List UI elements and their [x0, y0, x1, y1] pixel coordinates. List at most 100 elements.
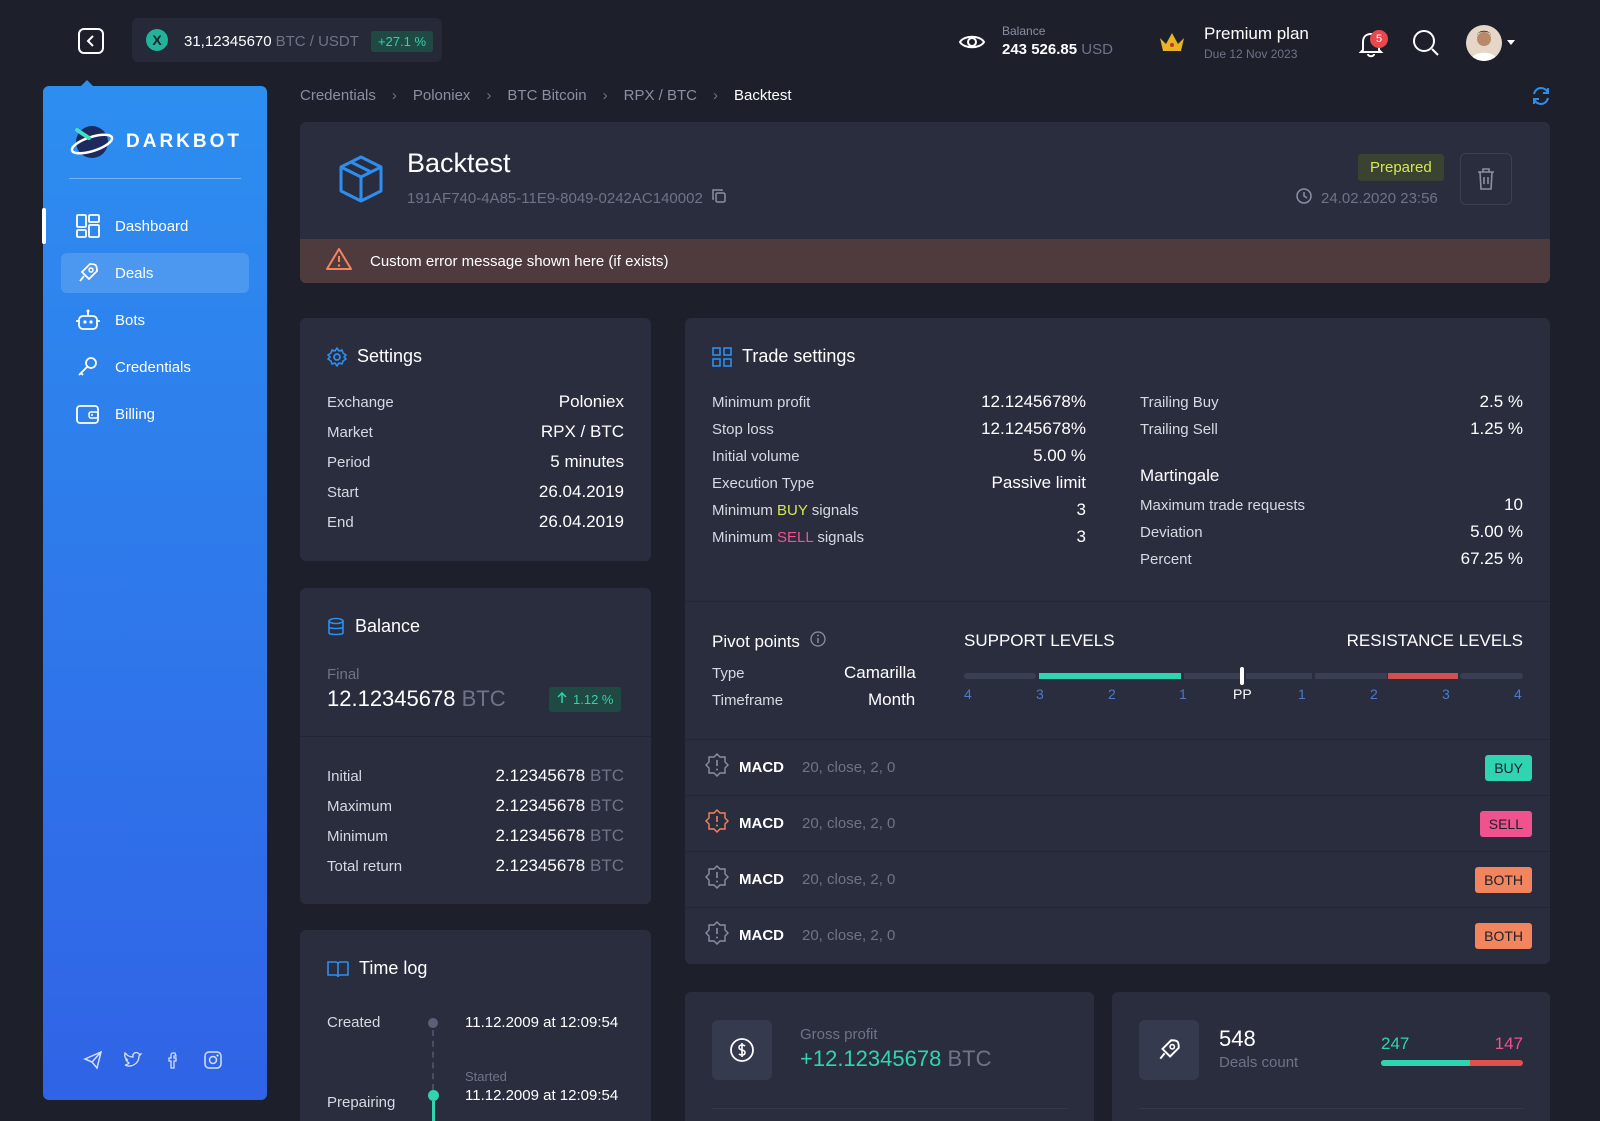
- breadcrumb-item[interactable]: Credentials: [300, 87, 376, 104]
- trade-row: Execution Type Passive limit: [712, 473, 1086, 493]
- trade-row: Minimum profit 12.1245678%: [712, 392, 1086, 412]
- signal-tag[interactable]: BOTH: [1475, 922, 1532, 949]
- trade-value: 5.00 %: [1470, 522, 1523, 541]
- trade-row: Stop loss 12.1245678%: [712, 419, 1086, 439]
- balance-title: Balance: [355, 616, 421, 636]
- divider: [685, 601, 1550, 602]
- level-label: 1: [1298, 686, 1306, 702]
- instagram-icon[interactable]: [203, 1050, 223, 1075]
- resistance-bar-1: [1246, 673, 1312, 679]
- signal-row[interactable]: MACD 20, close, 2, 0 BOTH: [685, 907, 1550, 963]
- signal-row[interactable]: MACD 20, close, 2, 0 SELL: [685, 795, 1550, 851]
- crown-icon: [1158, 30, 1186, 59]
- signal-tag[interactable]: BUY: [1485, 754, 1532, 781]
- trade-value: 5.00 %: [1033, 446, 1086, 465]
- warning-icon: [326, 247, 352, 275]
- gross-profit-card: Gross profit +12.12345678 BTC: [685, 992, 1094, 1121]
- timeline-line-active: [432, 1101, 435, 1121]
- collapse-sidebar-button[interactable]: [78, 28, 104, 54]
- created-value: 11.12.2009 at 12:09:54: [465, 1014, 619, 1031]
- balance-unit: BTC: [590, 826, 624, 845]
- ticker-pair: BTC / USDT: [275, 33, 359, 50]
- trade-label: Minimum: [712, 528, 778, 546]
- deals-count: 548: [1219, 1026, 1256, 1051]
- balance-row: Minimum 2.12345678 BTC: [327, 826, 624, 846]
- trade-row: Trailing Sell 1.25 %: [1140, 419, 1523, 439]
- sidebar-item-credentials[interactable]: Credentials: [61, 347, 249, 387]
- trade-value: 3: [1076, 527, 1086, 546]
- breadcrumb-current: Backtest: [733, 87, 792, 104]
- sidebar: DARKBOT Dashboard Deals Bots Credentials…: [42, 86, 267, 1100]
- trade-row: Initial volume 5.00 %: [712, 446, 1086, 466]
- signal-row[interactable]: MACD 20, close, 2, 0 BUY: [685, 739, 1550, 795]
- avatar[interactable]: [1466, 25, 1502, 61]
- notification-count: 5: [1370, 30, 1388, 48]
- started-value: 11.12.2009 at 12:09:54: [465, 1087, 619, 1104]
- trade-label: Trailing Buy: [1140, 393, 1219, 411]
- settings-title: Settings: [357, 346, 423, 366]
- wallet-icon: [75, 401, 101, 427]
- divider: [712, 1108, 1067, 1109]
- settings-row: End 26.04.2019: [327, 512, 624, 532]
- signal-params: 20, close, 2, 0: [802, 871, 896, 888]
- breadcrumb-item[interactable]: Poloniex: [412, 87, 471, 104]
- settings-label: Period: [327, 453, 371, 471]
- signal-name: MACD: [739, 927, 784, 944]
- sidebar-item-billing[interactable]: Billing: [61, 394, 249, 434]
- balance-label: Maximum: [327, 797, 393, 815]
- signal-row[interactable]: MACD 20, close, 2, 0 BOTH: [685, 851, 1550, 907]
- balance-card: Balance Final 12.12345678 BTC 1.12 % Ini…: [300, 588, 651, 904]
- settings-value: 26.04.2019: [538, 512, 624, 531]
- eye-icon[interactable]: [958, 30, 986, 59]
- settings-row: Exchange Poloniex: [327, 392, 624, 412]
- deals-ratio-win: [1381, 1060, 1471, 1066]
- trade-label: Initial volume: [712, 447, 800, 465]
- timelog-card: Time log Created 11.12.2009 at 12:09:54 …: [300, 930, 651, 1121]
- trade-value: 1.25 %: [1470, 419, 1523, 438]
- dashboard-icon: [75, 213, 101, 239]
- settings-label: Start: [327, 483, 359, 501]
- level-label: 2: [1370, 686, 1378, 702]
- trade-row: Minimum SELL signals 3: [712, 527, 1086, 547]
- facebook-icon[interactable]: [163, 1050, 183, 1075]
- sidebar-item-deals[interactable]: Deals: [61, 253, 249, 293]
- backtest-date: 24.02.2020 23:56: [1321, 189, 1438, 207]
- trade-label: Execution Type: [712, 474, 815, 492]
- ticker-widget[interactable]: X 31,12345670 BTC / USDT +27.1 %: [132, 18, 442, 62]
- sidebar-item-bots[interactable]: Bots: [61, 300, 249, 340]
- signal-tag[interactable]: BOTH: [1475, 866, 1532, 893]
- gross-label: Gross profit: [800, 1026, 878, 1043]
- delete-button[interactable]: [1460, 153, 1512, 205]
- signal-tag[interactable]: SELL: [1479, 810, 1532, 837]
- pivot-tf-label: Timeframe: [712, 692, 784, 709]
- signal-params: 20, close, 2, 0: [802, 815, 896, 832]
- backtest-header-card: Backtest 191AF740-4A85-11E9-8049-0242AC1…: [300, 122, 1550, 283]
- deals-loss: 147: [1494, 1034, 1523, 1053]
- gear-icon: [327, 346, 347, 367]
- sidebar-item-dashboard[interactable]: Dashboard: [61, 206, 249, 246]
- sell-keyword: SELL: [777, 528, 814, 546]
- copy-icon[interactable]: [711, 188, 727, 208]
- telegram-icon[interactable]: [83, 1050, 103, 1075]
- trade-label: signals: [813, 528, 865, 546]
- signal-name: MACD: [739, 815, 784, 832]
- search-icon[interactable]: [1411, 28, 1441, 63]
- trade-label: Percent: [1140, 550, 1192, 568]
- breadcrumb-item[interactable]: BTC Bitcoin: [507, 87, 587, 104]
- breadcrumb-item[interactable]: RPX / BTC: [623, 87, 697, 104]
- plan-widget[interactable]: Premium plan Due 12 Nov 2023: [1204, 24, 1309, 61]
- trash-icon: [1478, 168, 1494, 190]
- support-bar-1: [1184, 673, 1242, 679]
- info-icon[interactable]: [810, 631, 826, 652]
- refresh-icon[interactable]: [1530, 85, 1552, 112]
- backtest-id: 191AF740-4A85-11E9-8049-0242AC140002: [407, 189, 703, 207]
- rocket-icon: [75, 260, 101, 286]
- signal-params: 20, close, 2, 0: [802, 927, 896, 944]
- level-label: 1: [1179, 686, 1187, 702]
- settings-row: Market RPX / BTC: [327, 422, 624, 442]
- balance-value: 2.12345678: [495, 826, 586, 845]
- twitter-icon[interactable]: [123, 1050, 143, 1075]
- avatar-caret-icon[interactable]: [1507, 40, 1515, 45]
- settings-title-wrap: Settings: [327, 346, 422, 367]
- database-icon: [328, 617, 344, 635]
